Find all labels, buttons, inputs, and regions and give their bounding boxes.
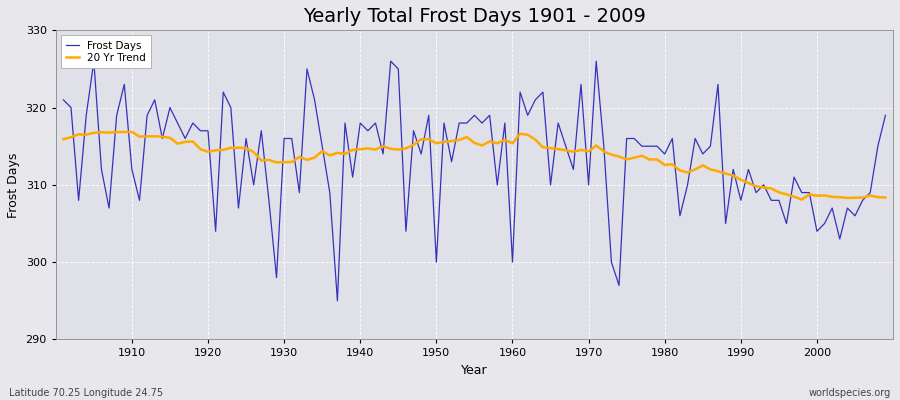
Frost Days bbox=[522, 113, 533, 118]
20 Yr Trend bbox=[119, 130, 130, 134]
20 Yr Trend bbox=[507, 141, 517, 146]
Frost Days bbox=[614, 283, 625, 288]
20 Yr Trend bbox=[294, 154, 305, 159]
Frost Days bbox=[294, 190, 305, 195]
Frost Days bbox=[332, 298, 343, 303]
20 Yr Trend bbox=[606, 152, 616, 157]
Legend: Frost Days, 20 Yr Trend: Frost Days, 20 Yr Trend bbox=[61, 36, 151, 68]
Y-axis label: Frost Days: Frost Days bbox=[7, 152, 20, 218]
Frost Days bbox=[127, 167, 138, 172]
20 Yr Trend bbox=[796, 197, 807, 202]
Frost Days bbox=[515, 90, 526, 94]
Frost Days bbox=[880, 113, 891, 118]
Text: worldspecies.org: worldspecies.org bbox=[809, 388, 891, 398]
Line: 20 Yr Trend: 20 Yr Trend bbox=[63, 132, 886, 200]
20 Yr Trend bbox=[339, 152, 350, 156]
Frost Days bbox=[58, 98, 68, 102]
20 Yr Trend bbox=[515, 131, 526, 136]
20 Yr Trend bbox=[58, 137, 68, 142]
20 Yr Trend bbox=[880, 195, 891, 200]
Frost Days bbox=[347, 175, 358, 180]
Line: Frost Days: Frost Days bbox=[63, 61, 886, 301]
X-axis label: Year: Year bbox=[461, 364, 488, 377]
Frost Days bbox=[88, 59, 99, 64]
Text: Latitude 70.25 Longitude 24.75: Latitude 70.25 Longitude 24.75 bbox=[9, 388, 163, 398]
20 Yr Trend bbox=[127, 130, 138, 134]
Title: Yearly Total Frost Days 1901 - 2009: Yearly Total Frost Days 1901 - 2009 bbox=[303, 7, 646, 26]
